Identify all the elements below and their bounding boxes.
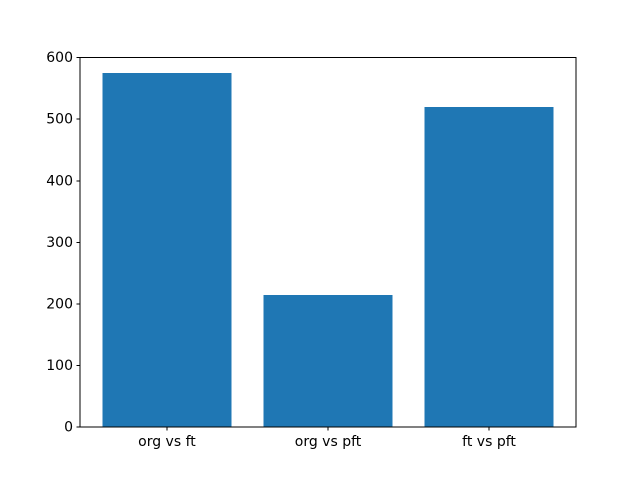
bar-org-vs-pft: [263, 294, 393, 428]
y-tick-label: 300: [46, 235, 73, 251]
bar-org-vs-ft: [102, 73, 232, 428]
y-tick-label: 500: [46, 112, 73, 128]
y-tick-label: 600: [46, 50, 73, 66]
y-tick-label: 400: [46, 173, 73, 189]
y-tick-label: 0: [64, 420, 73, 436]
x-tick-label: org vs ft: [138, 434, 196, 450]
x-tick-label: ft vs pft: [462, 434, 516, 450]
y-tick-label: 100: [46, 358, 73, 374]
x-tick-label: org vs pft: [295, 434, 362, 450]
bar-ft-vs-pft: [424, 106, 554, 428]
y-tick-label: 200: [46, 297, 73, 313]
